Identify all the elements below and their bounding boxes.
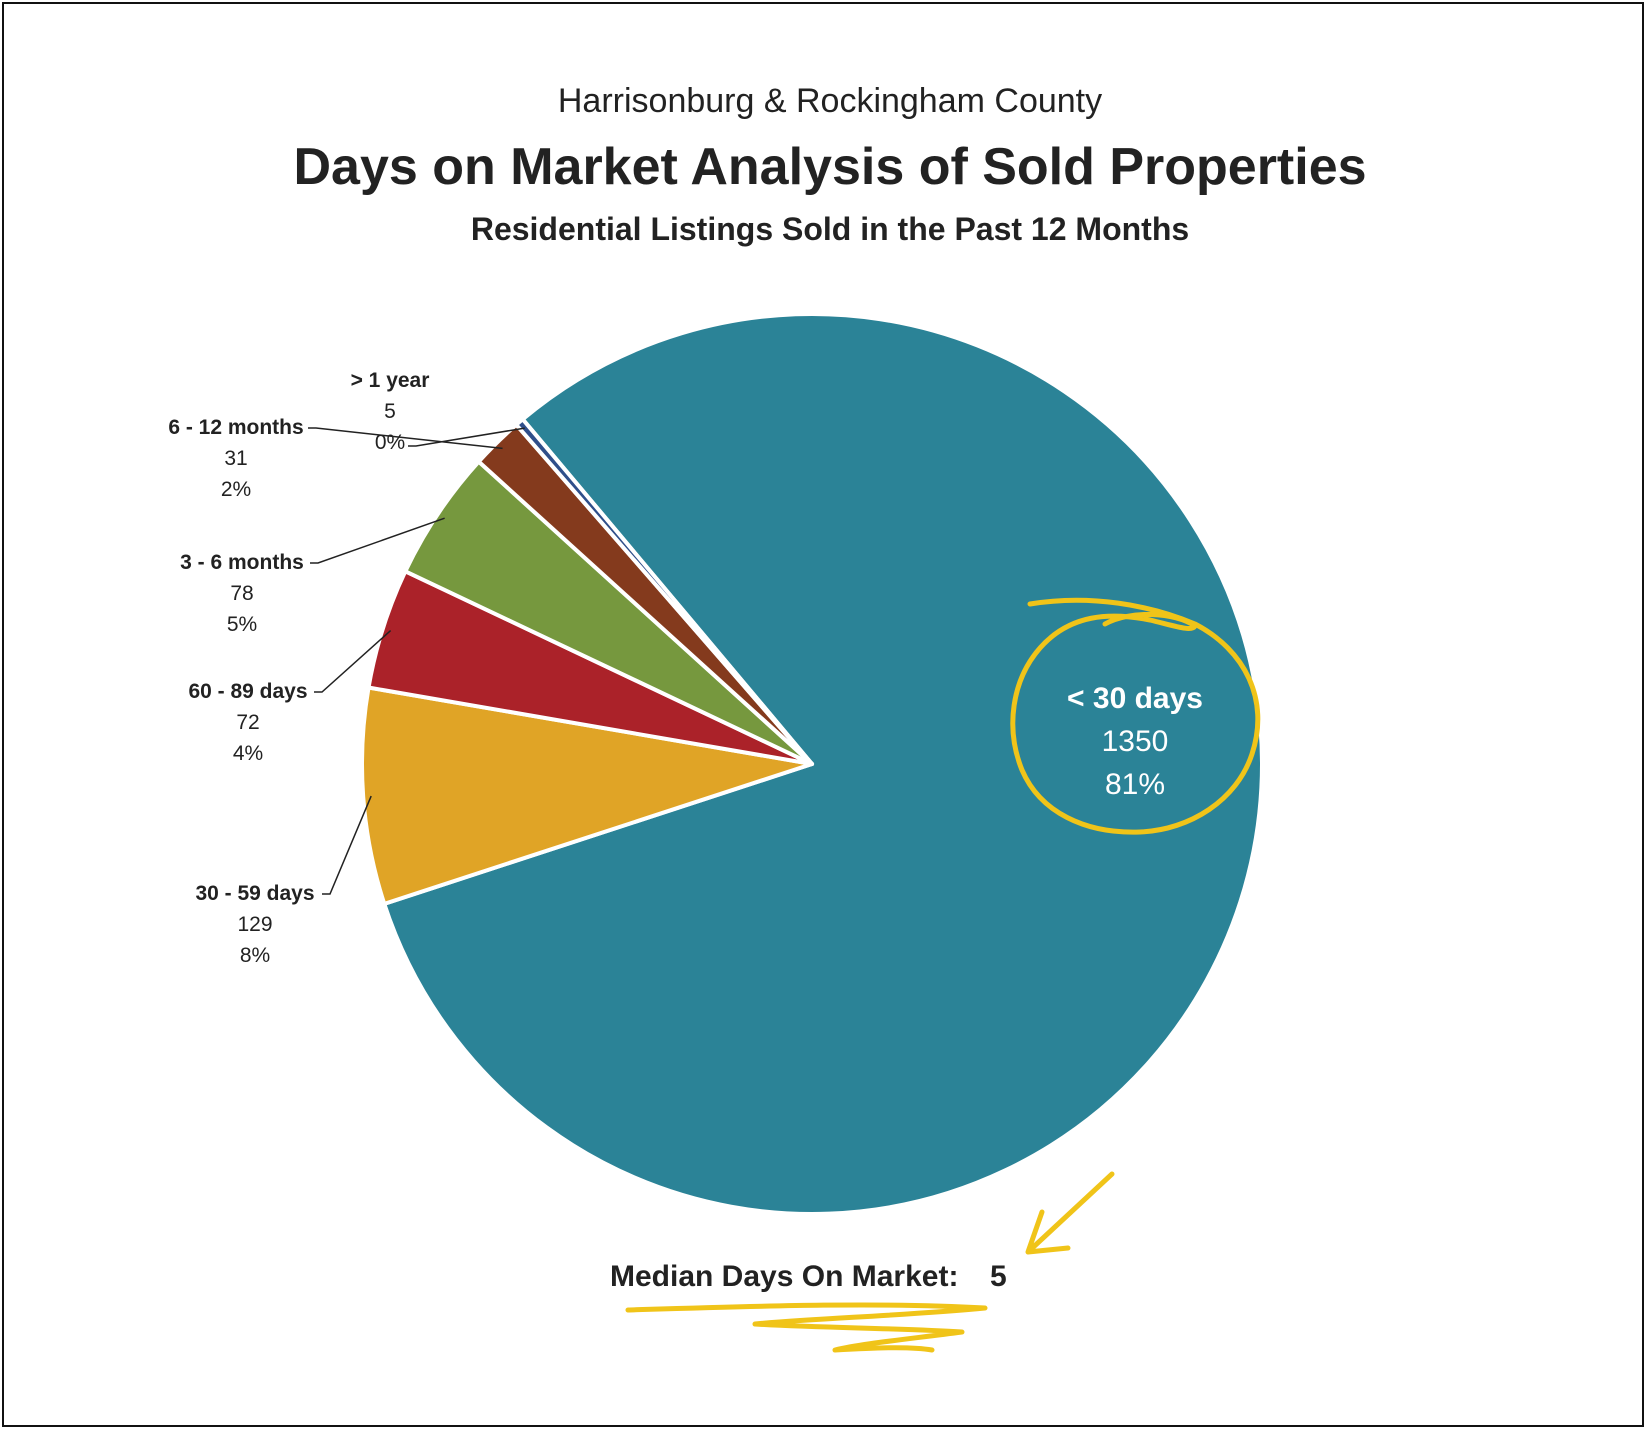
chart-title: Days on Market Analysis of Sold Properti… [293,138,1366,196]
slice-label-3-6-months: 3 - 6 months [180,551,304,574]
median-label: Median Days On Market: [610,1260,958,1293]
pie-slice-1-year [514,417,814,766]
highlight-circle [1010,597,1261,835]
slice-value-3-6-months: 78 [230,582,253,605]
slice-value-30-59-days: 129 [237,913,272,936]
slice-label-1-year: > 1 year [351,369,430,392]
slice-label-30-days: < 30 days [1067,682,1203,715]
slice-percent-60-89-days: 4% [233,742,263,765]
pie-slice-30-59-days [360,685,814,906]
slice-percent-30-59-days: 8% [240,944,270,967]
slice-label-6-12-months: 6 - 12 months [168,416,303,439]
underline-scribble [625,1302,988,1353]
slice-percent-1-year: 0% [375,431,405,454]
leader-line-1-year [408,427,525,447]
slice-value-60-89-days: 72 [236,711,259,734]
slice-label-60-89-days: 60 - 89 days [188,680,307,703]
slice-percent-6-12-months: 2% [221,478,251,501]
leader-line-6-12-months [308,427,503,450]
slice-value-6-12-months: 31 [224,447,247,470]
median-value: 5 [990,1260,1007,1293]
slice-label-30-59-days: 30 - 59 days [195,882,314,905]
slice-value-30-days: 1350 [1102,725,1169,758]
pie-labels: < 30 days 1350 81% 30 - 59 days 129 8% 60 - 89… [168,369,1203,967]
leader-line-60-89-days [314,630,392,693]
leader-line-30-59-days [322,795,372,895]
chart-subtitle: Residential Listings Sold in the Past 12… [471,211,1189,247]
arrow-icon [1025,1171,1115,1255]
leader-line-3-6-months [310,517,445,564]
slice-value-1-year: 5 [384,400,396,423]
slice-percent-30-days: 81% [1105,768,1165,801]
chart-region-label: Harrisonburg & Rockingham County [558,82,1102,120]
pie-slices [360,312,1264,1216]
pie-slice-30-days [382,312,1264,1216]
slice-percent-3-6-months: 5% [227,613,257,636]
